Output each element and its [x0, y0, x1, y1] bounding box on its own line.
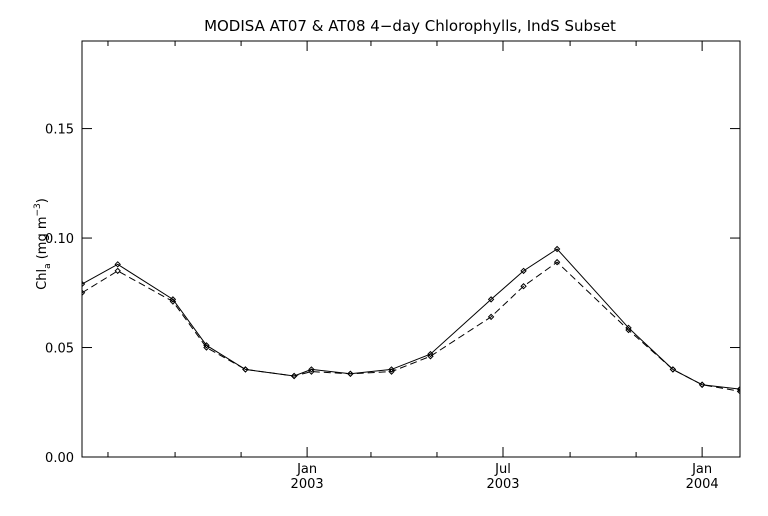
data-point-solid [308, 366, 315, 373]
data-point-dashed [427, 353, 434, 360]
y-axis-label-subscript: a [43, 263, 53, 269]
y-axis-label-unit: (mg m [35, 216, 50, 263]
data-point-solid [520, 267, 527, 275]
series-line-dashed [82, 261, 740, 392]
data-point-solid [82, 280, 86, 288]
series-group [82, 245, 740, 395]
data-point-dashed [487, 313, 495, 321]
x-tick-label-year: 2003 [486, 477, 519, 492]
x-tick-label-month: Jan [296, 462, 317, 477]
y-tick-label: 0.15 [45, 123, 74, 138]
series-line-solid [82, 248, 740, 390]
data-point-dashed [290, 372, 298, 380]
data-point-dashed [736, 388, 740, 395]
y-axis-label-unit-close: ) [35, 198, 50, 203]
data-point-solid [736, 385, 740, 393]
data-point-dashed [388, 368, 395, 375]
y-axis-label-main: Chl [35, 269, 50, 290]
data-point-solid [487, 296, 495, 303]
data-point-solid [114, 261, 121, 268]
data-point-dashed [347, 370, 354, 378]
data-point-dashed [308, 368, 315, 375]
series-solid [82, 245, 740, 393]
data-point-dashed [82, 289, 86, 296]
x-tick-label-month: Jul [494, 462, 511, 477]
data-point-dashed [520, 283, 527, 290]
x-tick-label-year: 2003 [291, 477, 324, 492]
data-point-dashed [669, 366, 677, 373]
y-axis-label: Chla (mg m−3) [33, 198, 53, 290]
data-point-dashed [169, 298, 177, 305]
data-point-dashed [698, 381, 706, 388]
y-tick-label: 0.00 [45, 451, 74, 466]
x-tick-label-year: 2004 [686, 477, 719, 492]
series-dashed [82, 258, 740, 395]
data-point-dashed [242, 366, 249, 373]
y-tick-label: 0.10 [45, 232, 74, 247]
data-point-dashed [114, 267, 121, 275]
plot-frame [81, 40, 741, 458]
y-axis-label-unit-exponent: −3 [33, 203, 43, 216]
data-point-dashed [203, 344, 210, 351]
data-point-solid [427, 350, 434, 358]
data-point-dashed [625, 326, 632, 334]
data-point-solid [553, 245, 561, 253]
x-tick-label-month: Jan [691, 462, 712, 477]
y-tick-label: 0.05 [45, 342, 74, 357]
chart-title: MODISA AT07 & AT08 4−day Chlorophylls, I… [204, 17, 616, 35]
data-point-dashed [553, 258, 561, 266]
